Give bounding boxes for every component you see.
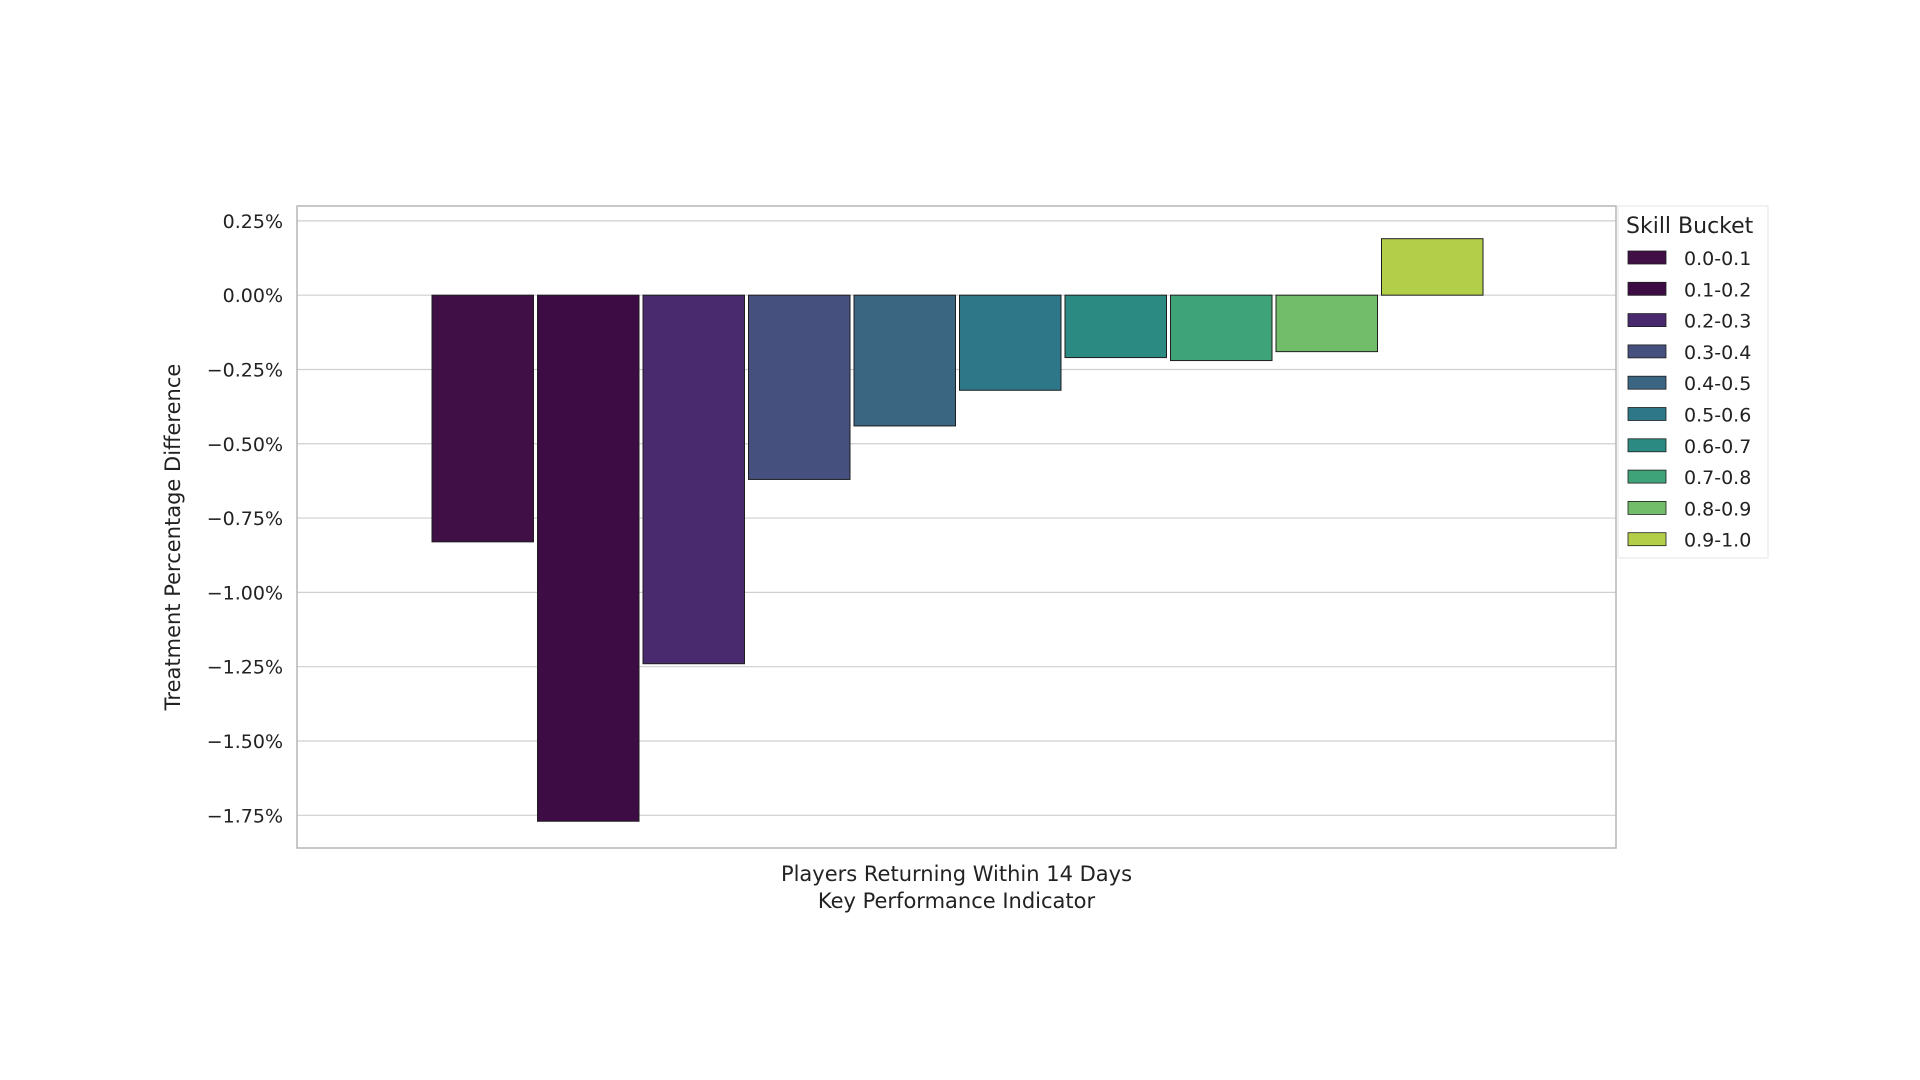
legend-swatch <box>1627 281 1667 296</box>
y-tick-label: −1.50% <box>207 731 283 753</box>
legend-swatch <box>1627 344 1667 359</box>
y-axis-title: Treatment Percentage Difference <box>161 364 185 712</box>
y-tick-label: −1.00% <box>207 582 283 604</box>
y-tick-label: −1.25% <box>207 657 283 679</box>
legend-label: 0.3-0.4 <box>1684 342 1751 364</box>
legend-label: 0.2-0.3 <box>1684 311 1751 333</box>
legend-swatch <box>1627 438 1667 453</box>
legend-label: 0.6-0.7 <box>1684 436 1751 458</box>
bar-0.7-0.8 <box>1170 294 1273 362</box>
y-tick-label: −0.75% <box>207 508 283 530</box>
bar-0.2-0.3 <box>642 294 745 665</box>
bar-0.5-0.6 <box>959 294 1062 391</box>
y-tick-label: 0.25% <box>223 211 283 233</box>
y-tick-label: −0.25% <box>207 359 283 381</box>
legend-title: Skill Bucket <box>1626 214 1754 239</box>
legend-items: 0.0-0.1 0.1-0.2 0.2-0.3 0.3-0.4 0.4-0.5 0.5-0… <box>1627 248 1751 552</box>
bar-0.4-0.5 <box>853 294 956 427</box>
y-tick-label: −1.75% <box>207 805 283 827</box>
bar-0.9-1.0 <box>1381 238 1484 296</box>
plot-area-frame <box>296 205 1617 849</box>
legend: Skill Bucket 0.0-0.1 0.1-0.2 0.2-0.3 0.3-0.… <box>1617 205 1769 559</box>
bar-0.3-0.4 <box>748 294 851 480</box>
legend-swatch <box>1627 532 1667 547</box>
legend-swatch <box>1627 375 1667 390</box>
bar-0.6-0.7 <box>1064 294 1167 359</box>
x-category-label: Players Returning Within 14 Days <box>781 862 1132 886</box>
legend-label: 0.7-0.8 <box>1684 467 1751 489</box>
legend-swatch <box>1627 469 1667 484</box>
legend-swatch <box>1627 250 1667 265</box>
legend-swatch <box>1627 500 1667 515</box>
y-tick-label: 0.00% <box>223 285 283 307</box>
legend-label: 0.1-0.2 <box>1684 279 1751 301</box>
y-tick-label: −0.50% <box>207 434 283 456</box>
bar-0.0-0.1 <box>431 294 534 543</box>
x-axis-title: Key Performance Indicator <box>818 889 1096 913</box>
legend-label: 0.5-0.6 <box>1684 405 1751 427</box>
y-axis-ticks: 0.25% 0.00% −0.25% −0.50% −0.75% −1.00% −1.25%… <box>207 211 283 827</box>
legend-label: 0.8-0.9 <box>1684 498 1751 520</box>
legend-swatch <box>1627 313 1667 328</box>
legend-label: 0.4-0.5 <box>1684 373 1751 395</box>
legend-label: 0.0-0.1 <box>1684 248 1751 270</box>
bar-0.1-0.2 <box>537 294 640 822</box>
legend-label: 0.9-1.0 <box>1684 530 1751 552</box>
legend-swatch <box>1627 407 1667 421</box>
bars <box>431 238 1484 822</box>
bar-0.8-0.9 <box>1275 294 1378 353</box>
